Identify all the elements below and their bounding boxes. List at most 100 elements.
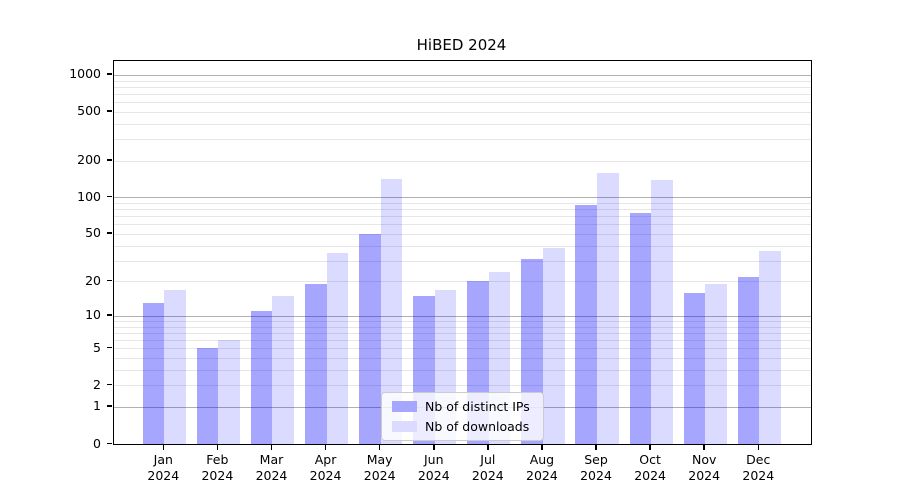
minor-gridline [114, 123, 811, 125]
y-tick-mark [106, 159, 112, 161]
plot-area: Nb of distinct IPs Nb of downloads [113, 60, 812, 445]
y-tick-label: 5 [93, 339, 101, 355]
y-tick-mark [106, 442, 112, 444]
y-tick-mark [106, 110, 112, 112]
minor-gridline [114, 358, 811, 360]
y-tick-mark [106, 73, 112, 75]
minor-gridline [114, 102, 811, 104]
y-tick-label: 1 [93, 398, 101, 414]
y-tick-label: 2 [93, 376, 101, 392]
minor-gridline [114, 281, 811, 283]
minor-gridline [114, 369, 811, 371]
y-tick-label: 200 [77, 152, 101, 168]
x-tick-mark [270, 444, 273, 450]
minor-gridline [114, 260, 811, 262]
bar-distinct-ips [683, 292, 706, 444]
y-tick-mark [106, 405, 112, 407]
x-tick-mark [433, 444, 435, 450]
legend-item-downloads: Nb of downloads [392, 419, 533, 434]
bar-downloads [272, 295, 295, 444]
x-tick-label: May 2024 [363, 452, 396, 483]
y-tick-mark [106, 346, 112, 349]
x-tick-mark [487, 444, 489, 450]
bar-downloads [705, 283, 727, 444]
bar-distinct-ips [629, 212, 652, 444]
x-tick-mark [649, 444, 651, 450]
x-tick-label: Jul 2024 [471, 452, 504, 483]
minor-gridline [114, 326, 811, 328]
bar-distinct-ips [142, 303, 165, 444]
x-tick-label: Feb 2024 [201, 452, 234, 483]
bar-downloads [651, 180, 673, 444]
x-tick-label: Oct 2024 [634, 452, 667, 483]
bar-downloads [218, 340, 240, 444]
legend-item-distinct-ips: Nb of distinct IPs [392, 399, 533, 414]
major-gridline [114, 315, 811, 317]
minor-gridline [114, 385, 811, 387]
minor-gridline [114, 203, 811, 205]
minor-gridline [114, 245, 811, 247]
bar-downloads [759, 251, 781, 444]
chart-title: HiBED 2024 [416, 36, 507, 54]
bar-downloads [542, 248, 565, 444]
legend-label-distinct-ips: Nb of distinct IPs [425, 399, 530, 414]
x-tick-label: Sep 2024 [580, 452, 612, 483]
bar-distinct-ips [359, 233, 381, 444]
minor-gridline [114, 111, 811, 113]
legend-label-downloads: Nb of downloads [425, 419, 530, 434]
minor-gridline [114, 216, 811, 218]
minor-gridline [114, 139, 811, 141]
x-tick-mark [216, 444, 219, 450]
x-tick-mark [324, 444, 327, 450]
y-tick-mark [106, 279, 112, 282]
minor-gridline [114, 348, 811, 350]
minor-gridline [114, 332, 811, 334]
bar-distinct-ips [196, 348, 219, 444]
y-tick-mark [106, 314, 112, 316]
x-tick-label: Aug 2024 [526, 452, 558, 483]
legend-swatch-downloads [392, 421, 417, 432]
y-tick-mark [106, 195, 112, 198]
x-tick-label: Apr 2024 [309, 452, 342, 483]
bar-distinct-ips [575, 204, 597, 444]
x-tick-mark [162, 444, 165, 450]
y-tick-label: 1000 [69, 66, 101, 82]
minor-gridline [114, 233, 811, 235]
bar-distinct-ips [250, 311, 273, 444]
x-tick-label: Jan 2024 [147, 452, 180, 483]
x-tick-label: Mar 2024 [255, 452, 288, 483]
minor-gridline [114, 93, 811, 95]
bar-downloads [164, 289, 186, 444]
y-tick-label: 100 [77, 188, 101, 204]
major-gridline [114, 74, 811, 76]
y-tick-mark [106, 383, 112, 386]
minor-gridline [114, 80, 811, 82]
bar-downloads [326, 252, 349, 444]
minor-gridline [114, 86, 811, 88]
major-gridline [114, 197, 811, 199]
bar-distinct-ips [304, 283, 327, 444]
x-tick-mark [541, 444, 543, 450]
minor-gridline [114, 224, 811, 226]
y-tick-label: 50 [85, 225, 101, 241]
minor-gridline [114, 340, 811, 342]
x-tick-mark [595, 444, 597, 450]
legend: Nb of distinct IPs Nb of downloads [381, 392, 544, 441]
minor-gridline [114, 321, 811, 322]
x-tick-label: Dec 2024 [742, 452, 775, 483]
bar-downloads [380, 178, 403, 444]
y-tick-label: 20 [85, 272, 101, 288]
x-tick-label: Nov 2024 [688, 452, 721, 483]
x-tick-mark [378, 444, 381, 450]
minor-gridline [114, 160, 811, 162]
x-tick-label: Jun 2024 [417, 452, 450, 483]
bar-distinct-ips [737, 276, 760, 444]
y-tick-label: 0 [93, 435, 101, 451]
y-tick-mark [106, 232, 112, 234]
y-tick-label: 10 [85, 307, 101, 323]
y-tick-label: 500 [77, 103, 101, 119]
legend-swatch-distinct-ips [392, 401, 417, 412]
x-tick-mark [703, 444, 705, 450]
bar-downloads [597, 172, 619, 444]
